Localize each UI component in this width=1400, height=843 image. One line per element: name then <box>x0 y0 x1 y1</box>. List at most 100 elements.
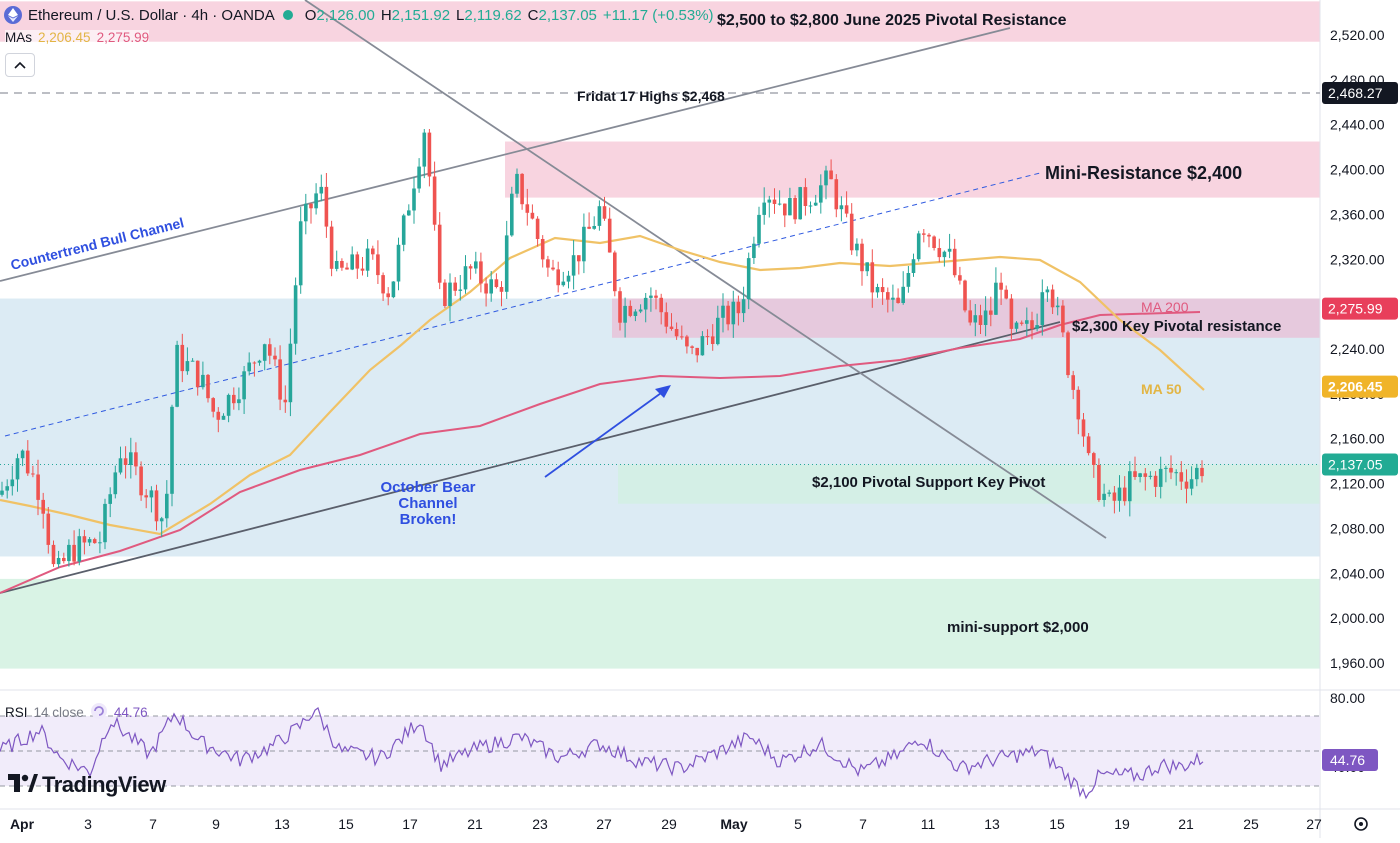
candle-body <box>1117 487 1122 501</box>
trendlines-layer <box>0 0 1107 594</box>
candle-body <box>1143 473 1148 477</box>
candle <box>1009 294 1014 340</box>
candle <box>798 186 802 220</box>
candle <box>237 387 241 411</box>
candle-body <box>407 210 411 216</box>
candle-body <box>494 279 499 287</box>
candle-body <box>1179 472 1184 482</box>
candle <box>716 305 720 346</box>
candle-body <box>783 203 787 216</box>
candle-body <box>232 394 236 404</box>
candle-body <box>1035 325 1039 329</box>
candle <box>242 366 246 414</box>
candle-body <box>185 361 190 372</box>
candle-body <box>484 283 488 294</box>
candle <box>154 484 159 531</box>
moving-averages-legend[interactable]: MAs 2,206.45 2,275.99 <box>5 30 150 45</box>
tradingview-logo[interactable]: TradingView <box>8 772 166 798</box>
rsi-legend[interactable]: RSI 14 close 44.76 <box>5 702 148 723</box>
symbol-title[interactable]: Ethereum / U.S. Dollar · 4h · OANDA <box>28 6 275 24</box>
candle <box>942 250 947 267</box>
candle <box>1122 476 1127 506</box>
candle <box>484 277 488 307</box>
change-value: +11.17 (+0.53%) <box>602 6 714 24</box>
candle <box>690 345 694 355</box>
countertrend-channel-lower <box>0 321 1061 594</box>
candle <box>463 255 468 294</box>
candle-body <box>582 226 586 262</box>
candle-body <box>468 266 473 269</box>
candle-body <box>371 248 375 255</box>
candle <box>680 325 684 340</box>
mini-support-label: mini-support $2,000 <box>947 619 1089 636</box>
ma200-line <box>0 311 1201 594</box>
zone-1 <box>505 141 1320 198</box>
candle-body <box>680 336 684 338</box>
candle <box>1112 486 1117 514</box>
candle <box>891 284 895 312</box>
candle <box>211 397 215 418</box>
candle-body <box>525 204 530 213</box>
candle <box>268 338 272 365</box>
candle <box>922 229 926 243</box>
candle-body <box>870 262 875 293</box>
candle-body <box>20 450 25 459</box>
zones-layer <box>0 1 1320 669</box>
candle-body <box>144 495 148 498</box>
candle-body <box>1055 305 1060 308</box>
zone-5 <box>0 578 1320 669</box>
candle-body <box>396 244 401 282</box>
x-tick-label: 21 <box>467 816 483 832</box>
candle <box>674 322 679 340</box>
candle-body <box>139 466 143 496</box>
candle-body <box>855 243 859 251</box>
rsi-line <box>0 707 1204 800</box>
candle-body <box>803 187 808 206</box>
candle <box>525 188 530 226</box>
candle <box>839 196 844 222</box>
candle <box>345 262 349 270</box>
countertrend-channel-upper <box>0 27 1011 282</box>
candle <box>654 289 658 310</box>
candle-body <box>340 261 344 268</box>
candle-body <box>0 490 4 495</box>
candle-body <box>443 282 447 306</box>
zone-0 <box>0 1 1320 42</box>
candle <box>1045 286 1050 302</box>
candle-body <box>1164 467 1168 469</box>
candle <box>407 204 411 216</box>
candle-body <box>479 261 483 284</box>
candle-body <box>273 355 277 360</box>
candle-body <box>1189 479 1194 489</box>
candle <box>201 361 205 390</box>
candle-body <box>741 299 746 314</box>
ma50-value: 2,206.45 <box>38 30 91 45</box>
candle-body <box>149 490 154 498</box>
candle <box>25 440 30 476</box>
settings-gear-icon[interactable] <box>1354 817 1368 831</box>
candle-body <box>504 235 509 292</box>
candle <box>1143 468 1148 491</box>
candle <box>911 253 916 277</box>
candle-body <box>752 243 756 258</box>
candle <box>139 461 143 501</box>
candle <box>1086 433 1091 456</box>
candle-body <box>499 287 504 292</box>
candle <box>669 313 674 331</box>
friday-highs-label: Fridat 17 Highs $2,468 <box>577 88 725 104</box>
candle-body <box>1071 375 1075 390</box>
candle-body <box>324 186 329 227</box>
collapse-legend-button[interactable] <box>5 53 35 77</box>
y-tick-label: 2,320.00 <box>1330 251 1385 267</box>
candle <box>504 220 509 299</box>
candle <box>319 174 324 202</box>
candle-body <box>726 305 730 325</box>
candle <box>731 290 736 338</box>
candle <box>927 233 931 248</box>
open-value: 2,126.00 <box>316 6 375 24</box>
candle <box>664 302 669 334</box>
candle <box>1148 471 1153 480</box>
candle-body <box>1061 305 1065 333</box>
candle <box>772 188 777 214</box>
